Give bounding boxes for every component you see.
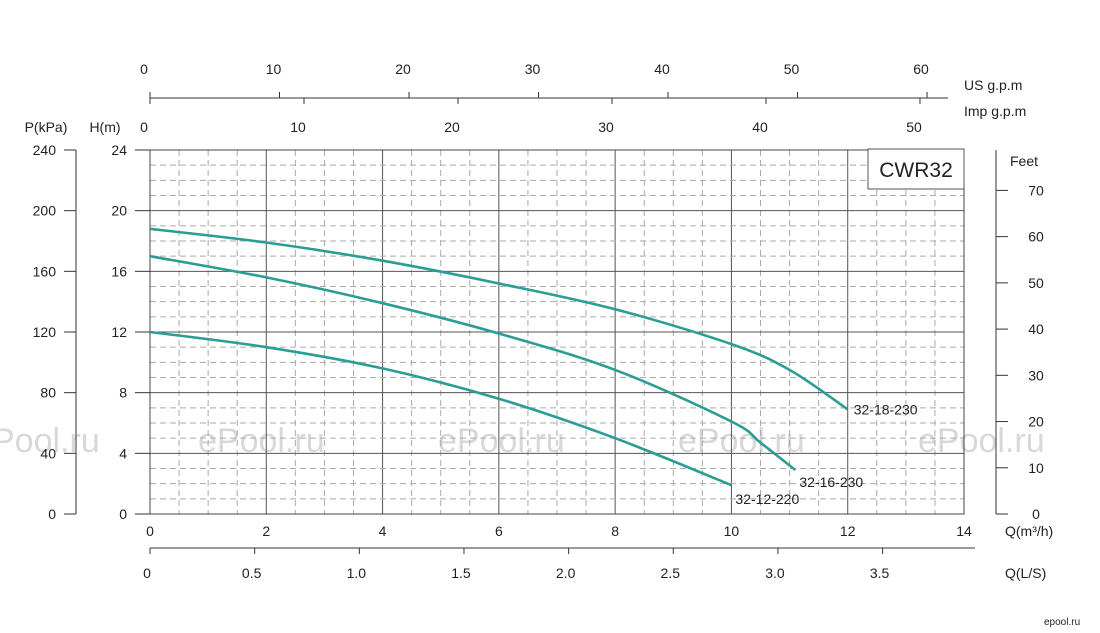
ls-tick-label: 1.5 xyxy=(451,565,471,581)
axes: 0 2 4 6 8 10 12 14 Q(m³/h)0 0.5 1.0 1.5 2.0 2.5 3.0 3.5… xyxy=(25,61,1054,581)
h-axis-label: H(m) xyxy=(89,119,120,135)
x-axis-label: Q(m³/h) xyxy=(1005,523,1053,539)
us-tick-label: 20 xyxy=(395,61,411,77)
series-label-32-16-230: 32-16-230 xyxy=(799,474,863,490)
kpa-tick-label: 120 xyxy=(33,324,57,340)
feet-tick-label: 20 xyxy=(1028,414,1044,430)
us-tick-label: 0 xyxy=(140,61,148,77)
kpa-axis-label: P(kPa) xyxy=(25,119,68,135)
series-label-32-18-230: 32-18-230 xyxy=(854,401,918,417)
ls-axis-label: Q(L/S) xyxy=(1005,565,1046,581)
performance-curves xyxy=(149,227,849,487)
feet-axis-label: Feet xyxy=(1010,153,1038,169)
us-tick-label: 60 xyxy=(913,61,929,77)
feet-tick-label: 10 xyxy=(1028,460,1044,476)
imp-axis-label: Imp g.p.m xyxy=(964,103,1026,119)
feet-tick-label: 60 xyxy=(1028,229,1044,245)
x-tick-label: 0 xyxy=(146,523,154,539)
kpa-tick-label: 80 xyxy=(40,385,56,401)
us-tick-label: 30 xyxy=(525,61,541,77)
x-tick-label: 8 xyxy=(611,523,619,539)
kpa-tick-label: 40 xyxy=(40,445,56,461)
ls-tick-label: 2.5 xyxy=(661,565,681,581)
x-tick-label: 6 xyxy=(495,523,503,539)
x-tick-label: 2 xyxy=(262,523,270,539)
watermark-layer: Pool.ru ePool.ru ePool.ru ePool.ru ePool.ru xyxy=(0,422,1045,460)
ls-tick-label: 2.0 xyxy=(556,565,576,581)
kpa-tick-label: 200 xyxy=(33,203,57,219)
kpa-tick-label: 0 xyxy=(48,506,56,522)
plot-grid xyxy=(149,149,965,515)
imp-tick-label: 30 xyxy=(598,119,614,135)
feet-tick-label: 30 xyxy=(1028,367,1044,383)
h-tick-label: 0 xyxy=(119,506,127,522)
x-tick-label: 4 xyxy=(379,523,387,539)
x-tick-label: 10 xyxy=(724,523,740,539)
watermark-text: Pool.ru xyxy=(0,422,100,460)
h-tick-label: 4 xyxy=(119,445,127,461)
h-tick-label: 24 xyxy=(111,142,127,158)
curve-32-16-230 xyxy=(149,254,797,472)
ls-tick-label: 0 xyxy=(143,565,151,581)
imp-tick-label: 10 xyxy=(290,119,306,135)
x-tick-label: 14 xyxy=(956,523,972,539)
feet-tick-label: 0 xyxy=(1032,506,1040,522)
feet-tick-label: 70 xyxy=(1028,182,1044,198)
imp-tick-label: 20 xyxy=(444,119,460,135)
watermark-text: ePool.ru xyxy=(918,422,1045,460)
us-tick-label: 10 xyxy=(266,61,282,77)
imp-tick-label: 50 xyxy=(906,119,922,135)
curve-32-12-220 xyxy=(149,330,732,487)
imp-tick-label: 0 xyxy=(140,119,148,135)
h-tick-label: 12 xyxy=(111,324,127,340)
feet-tick-label: 50 xyxy=(1028,275,1044,291)
ls-tick-label: 3.5 xyxy=(870,565,890,581)
h-tick-label: 20 xyxy=(111,203,127,219)
us-tick-label: 50 xyxy=(784,61,800,77)
us-axis-label: US g.p.m xyxy=(964,77,1022,93)
imp-tick-label: 40 xyxy=(752,119,768,135)
kpa-tick-label: 240 xyxy=(33,142,57,158)
watermark-text: ePool.ru xyxy=(198,422,325,460)
h-tick-label: 16 xyxy=(111,263,127,279)
ls-tick-label: 3.0 xyxy=(765,565,785,581)
ls-tick-label: 0.5 xyxy=(242,565,262,581)
series-label-32-12-220: 32-12-220 xyxy=(735,491,799,507)
curve-32-18-230 xyxy=(149,227,849,411)
kpa-tick-label: 160 xyxy=(33,263,57,279)
us-tick-label: 40 xyxy=(654,61,670,77)
feet-tick-label: 40 xyxy=(1028,321,1044,337)
x-tick-label: 12 xyxy=(840,523,856,539)
watermark-text: ePool.ru xyxy=(438,422,565,460)
ls-tick-label: 1.0 xyxy=(347,565,367,581)
model-title-box xyxy=(867,148,965,190)
footer-logo: epool.ru xyxy=(1044,617,1080,628)
h-tick-label: 8 xyxy=(119,385,127,401)
model-title: CWR32 xyxy=(879,159,953,182)
